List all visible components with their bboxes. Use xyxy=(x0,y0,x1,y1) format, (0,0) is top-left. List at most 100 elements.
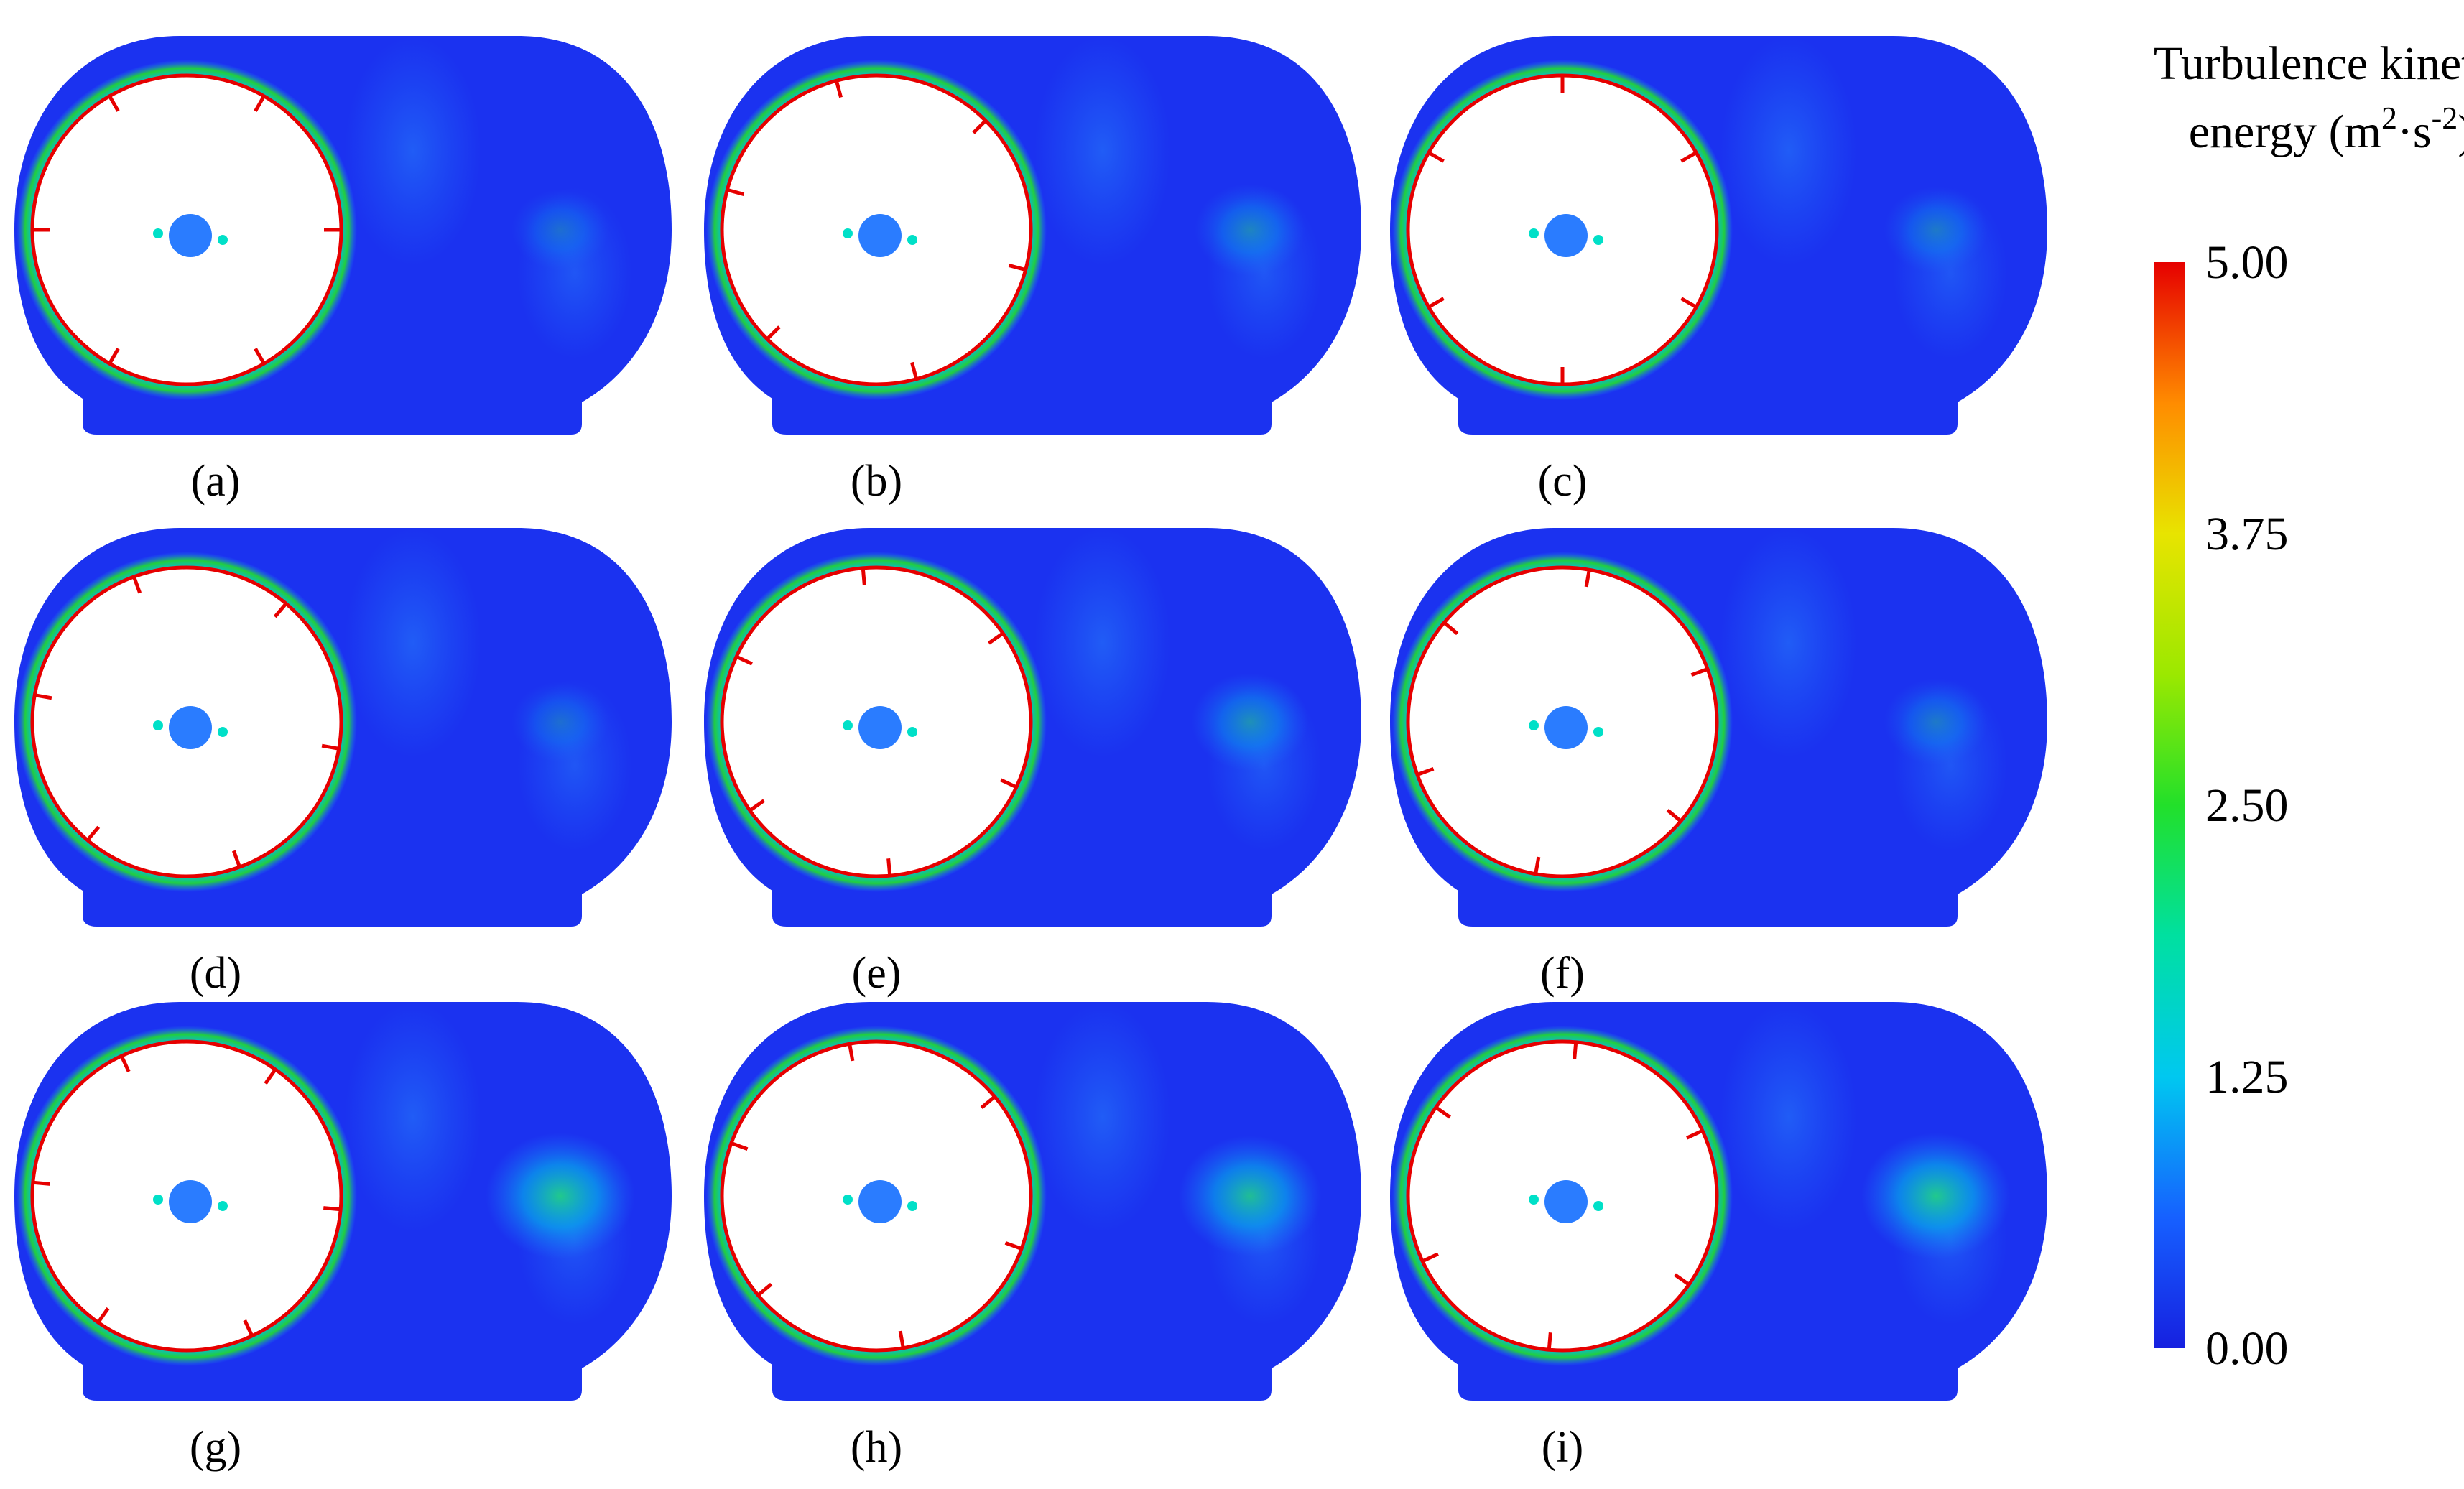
panel-label: (b) xyxy=(851,457,902,506)
hub-marker xyxy=(843,228,853,238)
hub-marker xyxy=(843,720,853,730)
blade-tick xyxy=(1422,1252,1439,1263)
hub xyxy=(169,1180,212,1223)
hub xyxy=(1544,1180,1588,1223)
blade-tick xyxy=(736,654,753,666)
wake-region xyxy=(1720,528,1857,758)
hub-marker xyxy=(153,1195,163,1205)
blade-tick xyxy=(972,119,987,134)
hub xyxy=(858,706,902,749)
hub-marker xyxy=(218,235,228,245)
blade-tick xyxy=(231,850,241,868)
blade-tick xyxy=(254,95,266,112)
blade-tick xyxy=(766,325,781,340)
blade-tick xyxy=(1435,1105,1451,1119)
hub-marker xyxy=(218,727,228,737)
wake-region xyxy=(1720,1002,1857,1232)
wake-region xyxy=(1034,1002,1171,1232)
blade-tick xyxy=(848,1043,855,1062)
blade-tick xyxy=(1000,778,1017,789)
panel-label: (g) xyxy=(190,1423,241,1472)
blade-tick xyxy=(1686,1128,1703,1140)
panel-label: (a) xyxy=(191,457,241,506)
high-tke-region xyxy=(1195,184,1305,276)
contour-panel: (e) xyxy=(704,528,1361,998)
contour-panel: (i) xyxy=(1390,1002,2047,1472)
contour-panel: (b) xyxy=(704,36,1361,506)
blade-tick xyxy=(1547,1332,1552,1350)
high-tke-region xyxy=(1191,673,1309,771)
contour-panels: (a) (b) (c) (d) (e) (f) (g) (h) (i) xyxy=(14,36,2047,1472)
high-tke-region xyxy=(511,190,609,270)
wake-region xyxy=(345,36,481,266)
hub-marker xyxy=(153,720,163,730)
panel-label: (c) xyxy=(1538,457,1588,506)
high-tke-region xyxy=(1861,1133,2011,1259)
legend-tick-label: 3.75 xyxy=(2205,508,2289,560)
blade-tick xyxy=(1573,1042,1578,1059)
hub-marker xyxy=(218,1201,228,1211)
blade-tick xyxy=(756,1282,773,1297)
blade-tick xyxy=(323,1206,341,1212)
legend-title-line2: energy (m2·s-2) xyxy=(2189,101,2464,158)
blade-tick xyxy=(1680,297,1698,309)
hub xyxy=(1544,706,1588,749)
blade-tick xyxy=(119,1055,131,1072)
wake-region xyxy=(1034,528,1171,758)
hub-marker xyxy=(1529,720,1539,730)
blade-tick xyxy=(1427,297,1445,309)
blade-tick xyxy=(1417,766,1435,776)
blade-tick xyxy=(988,631,1004,645)
blade-tick xyxy=(321,743,340,751)
blade-tick xyxy=(1674,1273,1690,1286)
contour-panel: (a) xyxy=(14,36,672,506)
hub-marker xyxy=(153,228,163,238)
blade-tick xyxy=(273,602,288,618)
blade-tick xyxy=(1666,808,1682,823)
hub xyxy=(169,706,212,749)
high-tke-region xyxy=(511,682,609,762)
hub-marker xyxy=(1593,235,1603,245)
color-legend: Turbulence kinetic energy (m2·s-2) 5.00 3… xyxy=(2154,37,2464,1375)
blade-tick xyxy=(254,348,266,365)
blade-tick xyxy=(1584,569,1591,588)
panel-label: (h) xyxy=(851,1423,902,1472)
panel-label: (e) xyxy=(852,949,902,998)
blade-tick xyxy=(96,1307,110,1324)
blade-tick xyxy=(886,858,892,876)
hub-marker xyxy=(1529,1195,1539,1205)
blade-tick xyxy=(1427,151,1445,163)
blade-tick xyxy=(264,1068,277,1085)
blade-tick xyxy=(731,1141,749,1151)
legend-title-line1: Turbulence kinetic xyxy=(2154,37,2464,90)
blade-tick xyxy=(861,567,866,585)
blade-tick xyxy=(1004,1240,1022,1251)
hub-marker xyxy=(843,1195,853,1205)
high-tke-region xyxy=(486,1133,635,1259)
wake-region xyxy=(1034,36,1171,266)
blade-tick xyxy=(980,1095,996,1110)
legend-tick-label: 0.00 xyxy=(2205,1322,2289,1375)
blade-tick xyxy=(898,1330,905,1349)
blade-tick xyxy=(32,1180,50,1186)
legend-tick-label: 1.25 xyxy=(2205,1051,2289,1103)
blade-tick xyxy=(85,825,101,842)
blade-tick xyxy=(34,693,52,700)
legend-tick-label: 2.50 xyxy=(2205,779,2289,832)
hub-marker xyxy=(907,1201,917,1211)
blade-tick xyxy=(108,348,120,365)
blade-tick xyxy=(910,361,919,380)
panel-label: (f) xyxy=(1540,949,1585,998)
contour-panel: (g) xyxy=(14,1002,672,1472)
high-tke-region xyxy=(1884,187,1988,273)
hub-marker xyxy=(907,235,917,245)
legend-color-bar xyxy=(2154,262,2185,1348)
contour-panel: (f) xyxy=(1390,528,2047,998)
wake-region xyxy=(1720,36,1857,266)
contour-panel: (h) xyxy=(704,1002,1361,1472)
blade-tick xyxy=(132,576,142,594)
wake-region xyxy=(345,528,481,758)
blade-tick xyxy=(1008,264,1027,272)
hub xyxy=(1544,214,1588,257)
